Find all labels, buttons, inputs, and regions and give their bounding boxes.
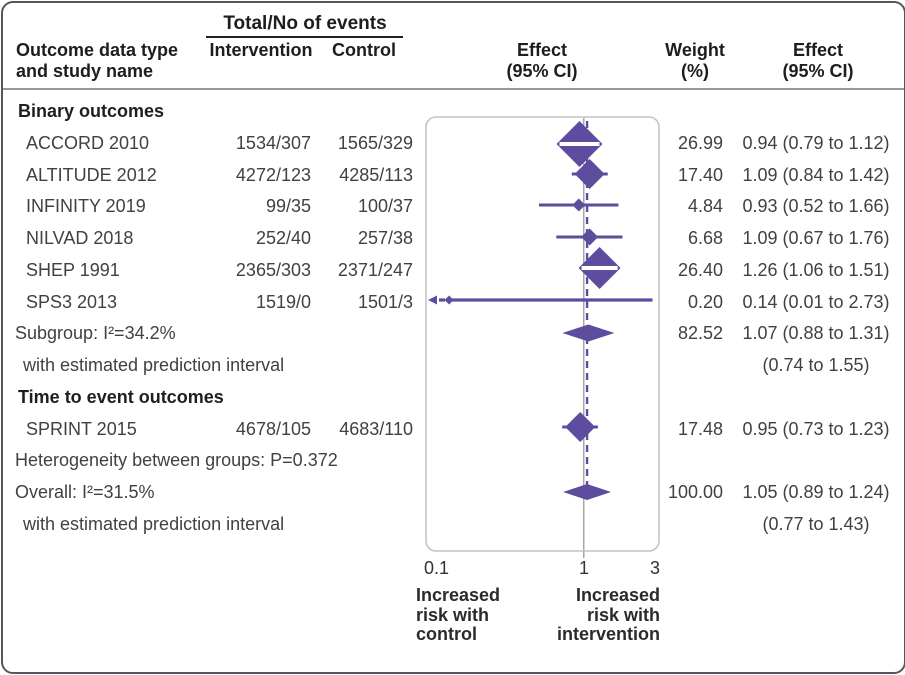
weight-value: 6.68 bbox=[687, 228, 723, 248]
table-row: Heterogeneity between groups: P=0.372 bbox=[3, 448, 904, 472]
effect-ci-value: 1.26 (1.06 to 1.51) bbox=[742, 260, 890, 280]
row-label: SHEP 1991 bbox=[26, 260, 120, 280]
x-axis-tick-0.1: 0.1 bbox=[424, 558, 450, 578]
table-row-altitude-2012: ALTITUDE 2012 4272/123 4285/113 17.40 1.09 (… bbox=[3, 163, 904, 187]
column-header-weight: Weight (%) bbox=[665, 40, 725, 81]
table-row-sprint-2015: SPRINT 2015 4678/105 4683/110 17.48 0.95 (0.… bbox=[3, 417, 904, 441]
row-label: ALTITUDE 2012 bbox=[26, 165, 157, 185]
control-total-events: 100/37 bbox=[357, 196, 413, 216]
intervention-total-events: 1534/307 bbox=[235, 133, 311, 153]
intervention-total-events: 4678/105 bbox=[235, 419, 311, 439]
table-row: Subgroup: I²=34.2% 82.52 1.07 (0.88 to 1.3… bbox=[3, 321, 904, 345]
row-label: with estimated prediction interval bbox=[23, 514, 285, 534]
control-total-events: 4683/110 bbox=[339, 419, 413, 439]
weight-value: 4.84 bbox=[687, 196, 723, 216]
table-row: Binary outcomes bbox=[3, 99, 904, 123]
table-row: with estimated prediction interval (0.74 … bbox=[3, 353, 904, 377]
row-label: SPRINT 2015 bbox=[26, 419, 137, 439]
axis-label-increased-risk-control: Increased risk with control bbox=[416, 585, 501, 644]
intervention-total-events: 4272/123 bbox=[235, 165, 311, 185]
row-label: Heterogeneity between groups: P=0.372 bbox=[15, 450, 338, 470]
effect-ci-value: 1.09 (0.84 to 1.42) bbox=[742, 165, 890, 185]
effect-ci-value: 0.95 (0.73 to 1.23) bbox=[742, 419, 890, 439]
table-row: Overall: I²=31.5% 100.00 1.05 (0.89 to 1.2… bbox=[3, 480, 904, 504]
intervention-total-events: 252/40 bbox=[255, 228, 311, 248]
column-header-control: Control bbox=[332, 40, 396, 60]
table-row-infinity-2019: INFINITY 2019 99/35 100/37 4.84 0.93 (0.52 t… bbox=[3, 194, 904, 218]
weight-value: 17.40 bbox=[677, 165, 723, 185]
effect-ci-value: 1.05 (0.89 to 1.24) bbox=[742, 482, 890, 502]
weight-value: 26.40 bbox=[677, 260, 723, 280]
weight-value: 0.20 bbox=[687, 292, 723, 312]
intervention-total-events: 2365/303 bbox=[235, 260, 311, 280]
row-label: Subgroup: I²=34.2% bbox=[15, 323, 176, 343]
header-divider bbox=[3, 88, 904, 90]
row-label: ACCORD 2010 bbox=[26, 133, 150, 153]
weight-value: 82.52 bbox=[677, 323, 723, 343]
row-label: SPS3 2013 bbox=[26, 292, 118, 312]
axis-label-increased-risk-intervention: Increased risk with intervention bbox=[556, 585, 660, 644]
x-axis-tick-3: 3 bbox=[649, 558, 660, 578]
row-label: NILVAD 2018 bbox=[26, 228, 134, 248]
effect-ci-value: 0.93 (0.52 to 1.66) bbox=[742, 196, 890, 216]
table-row-shep-1991: SHEP 1991 2365/303 2371/247 26.40 1.26 (1.06… bbox=[3, 258, 904, 282]
effect-ci-value: 1.09 (0.67 to 1.76) bbox=[742, 228, 890, 248]
control-total-events: 1501/3 bbox=[357, 292, 413, 312]
total-events-underline bbox=[206, 36, 403, 38]
total-events-header: Total/No of events bbox=[223, 13, 387, 34]
row-label: Binary outcomes bbox=[18, 101, 165, 121]
control-total-events: 2371/247 bbox=[337, 260, 413, 280]
table-row-sps3-2013: SPS3 2013 1519/0 1501/3 0.20 0.14 (0.01 to 2… bbox=[3, 290, 904, 314]
row-label: with estimated prediction interval bbox=[23, 355, 285, 375]
row-label: Time to event outcomes bbox=[18, 387, 224, 407]
row-label: INFINITY 2019 bbox=[26, 196, 146, 216]
column-header-outcome: Outcome data type and study name bbox=[16, 40, 179, 81]
table-row: Time to event outcomes bbox=[3, 385, 904, 409]
effect-ci-value: 1.07 (0.88 to 1.31) bbox=[742, 323, 890, 343]
effect-ci-value: 0.14 (0.01 to 2.73) bbox=[742, 292, 890, 312]
effect-ci-value: (0.74 to 1.55) bbox=[762, 355, 870, 375]
intervention-total-events: 99/35 bbox=[265, 196, 311, 216]
effect-ci-value: 0.94 (0.79 to 1.12) bbox=[742, 133, 890, 153]
control-total-events: 4285/113 bbox=[339, 165, 413, 185]
weight-value: 100.00 bbox=[667, 482, 723, 502]
table-row-nilvad-2018: NILVAD 2018 252/40 257/38 6.68 1.09 (0.67 to… bbox=[3, 226, 904, 250]
intervention-total-events: 1519/0 bbox=[255, 292, 311, 312]
column-header-effect-ci: Effect (95% CI) bbox=[782, 40, 854, 81]
weight-value: 17.48 bbox=[677, 419, 723, 439]
table-row: with estimated prediction interval (0.77 … bbox=[3, 512, 904, 536]
table-row-accord-2010: ACCORD 2010 1534/307 1565/329 26.99 0.94 (0.… bbox=[3, 131, 904, 155]
control-total-events: 1565/329 bbox=[337, 133, 413, 153]
column-header-intervention: Intervention bbox=[209, 40, 313, 60]
row-label: Overall: I²=31.5% bbox=[15, 482, 155, 502]
column-header-effect-plot: Effect (95% CI) bbox=[506, 40, 578, 81]
control-total-events: 257/38 bbox=[357, 228, 413, 248]
x-axis-tick-1: 1 bbox=[578, 558, 590, 578]
weight-value: 26.99 bbox=[677, 133, 723, 153]
effect-ci-value: (0.77 to 1.43) bbox=[762, 514, 870, 534]
